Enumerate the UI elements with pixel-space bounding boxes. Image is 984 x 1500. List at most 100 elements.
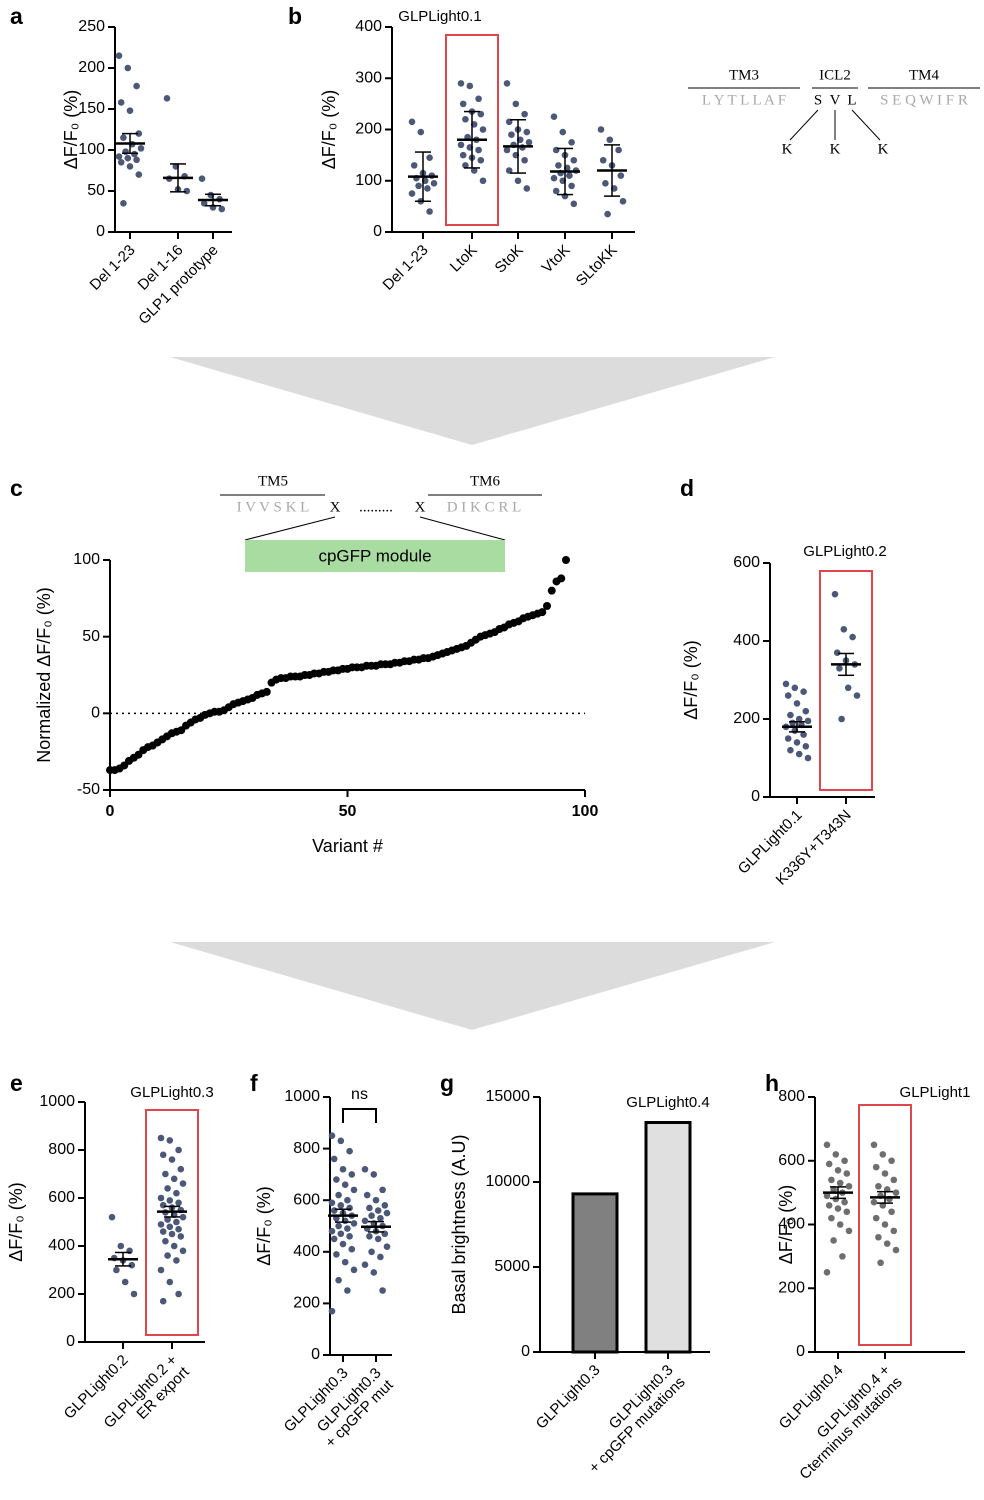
cpgfp-diagram: TM5 I V V S K L X ......... X TM6 D I K …: [220, 473, 542, 572]
dot: [800, 688, 807, 695]
linker: X: [415, 499, 426, 515]
panel-letter: e: [10, 1070, 23, 1096]
dot: [163, 95, 171, 102]
y-tick-label: 200: [355, 121, 382, 138]
highlight-box: [445, 34, 499, 226]
y-axis-label: Basal brightness (A.U): [449, 1134, 469, 1314]
y-tick-label: 250: [78, 18, 105, 35]
dot: [552, 187, 560, 195]
x-tick-label: 0: [106, 803, 115, 820]
dot: [137, 145, 145, 152]
y-tick-label: 600: [778, 1152, 805, 1169]
dot: [802, 707, 810, 715]
dot: [845, 1182, 853, 1190]
dot: [337, 1137, 345, 1145]
dot: [350, 1266, 358, 1274]
dot: [175, 1290, 182, 1298]
dot: [477, 156, 485, 164]
dot: [844, 684, 852, 692]
dot: [166, 1197, 174, 1204]
dot: [335, 1222, 342, 1230]
dot: [346, 1204, 353, 1212]
dot: [183, 187, 191, 195]
y-tick-label: 0: [373, 223, 382, 240]
y-tick-label: 200: [733, 710, 760, 727]
dot: [834, 1167, 842, 1174]
y-tick-label: 400: [48, 1237, 75, 1254]
dot: [570, 200, 578, 208]
y-tick-label: 200: [293, 1295, 320, 1312]
dot: [379, 1287, 386, 1294]
dot: [872, 1214, 880, 1222]
dot: [383, 1243, 391, 1250]
module-box: [245, 540, 505, 572]
dot: [330, 1155, 338, 1163]
dot: [350, 1186, 358, 1194]
dot: [823, 1269, 831, 1276]
y-tick-label: -50: [77, 781, 100, 798]
dot: [166, 1223, 174, 1231]
dot: [173, 1218, 180, 1226]
dot: [823, 1141, 831, 1149]
dot: [459, 151, 467, 159]
dot: [479, 177, 487, 185]
y-tick-label: 600: [293, 1191, 320, 1208]
dot: [175, 1146, 182, 1154]
bar: [644, 1121, 692, 1354]
dot: [870, 1198, 878, 1206]
dot: [361, 1261, 369, 1268]
dot: [424, 185, 431, 192]
dot: [218, 205, 226, 213]
dot: [108, 1213, 116, 1221]
dot: [130, 1290, 138, 1298]
highlight-box: [819, 570, 873, 791]
sub-line: [789, 109, 819, 141]
y-tick-label: 150: [78, 100, 105, 117]
sub-line: [851, 109, 881, 141]
y-axis-label: ΔF/F₀ (%): [6, 1182, 26, 1261]
dot: [417, 128, 425, 136]
x-tick-label: Del 1-23: [87, 242, 139, 294]
highlight-box: [145, 1109, 199, 1336]
dot: [328, 1199, 336, 1207]
connector: [419, 516, 506, 541]
dot: [328, 1132, 336, 1139]
dot: [117, 159, 125, 166]
y-tick-label: 300: [355, 69, 382, 86]
tm-label: TM5: [258, 473, 288, 489]
point: [562, 556, 570, 564]
y-tick-label: 400: [293, 1243, 320, 1260]
dot: [120, 200, 127, 207]
dot: [566, 172, 573, 179]
y-tick-label: 200: [778, 1279, 805, 1296]
x-tick-label: 50: [339, 803, 357, 820]
substitution: K: [782, 141, 793, 157]
dot: [173, 1257, 180, 1264]
dot: [117, 99, 125, 106]
y-tick-label: 400: [733, 632, 760, 649]
dot: [479, 126, 487, 133]
y-tick-label: 400: [355, 18, 382, 35]
dot: [337, 1202, 345, 1209]
residue: V: [830, 92, 841, 108]
dot: [552, 146, 560, 154]
dot: [825, 1202, 833, 1209]
panel-letter: h: [765, 1070, 779, 1096]
dot: [430, 180, 438, 187]
dot: [836, 1221, 844, 1228]
dot: [568, 139, 575, 146]
dot: [831, 590, 839, 598]
y-tick-label: 0: [521, 1343, 530, 1360]
y-tick-label: 600: [48, 1189, 75, 1206]
dot: [787, 711, 794, 719]
dot: [892, 1189, 900, 1196]
significance-bracket: [342, 1108, 377, 1123]
dot: [173, 1189, 180, 1197]
dot: [370, 1269, 378, 1276]
dot: [789, 719, 796, 727]
residue: L: [847, 92, 856, 108]
y-tick-label: 800: [293, 1140, 320, 1157]
dot: [328, 1227, 336, 1235]
dot: [179, 1180, 187, 1187]
dot: [888, 1208, 895, 1216]
